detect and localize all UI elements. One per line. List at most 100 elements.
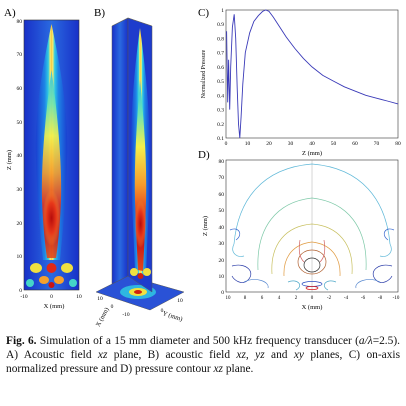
- x-tick: 4: [278, 296, 281, 301]
- x-tick: 0: [111, 304, 114, 310]
- y-tick: 0: [221, 290, 224, 296]
- y-tick: 10: [17, 254, 23, 260]
- y-tick: 50: [17, 120, 23, 126]
- caption-text: planes, C) on-axis normalized pressure a…: [6, 349, 400, 376]
- y-tick: 1: [221, 8, 224, 14]
- y-tick: 30: [219, 241, 225, 247]
- y-tick: 0.6: [217, 65, 224, 71]
- y-tick: 70: [219, 175, 225, 181]
- x-tick: 2: [295, 296, 298, 301]
- y-tick: 80: [17, 19, 23, 25]
- panel-c-x-ticks: 0 10 20 30 40 50 60 70 80: [225, 141, 401, 147]
- y-tick: 0.8: [217, 36, 224, 42]
- y-tick: 60: [219, 192, 225, 198]
- caption-italic: xy: [293, 349, 304, 362]
- y-tick: 40: [17, 153, 23, 159]
- panel-a-nearfield-lobes: [26, 263, 77, 288]
- figure-caption: Fig. 6. Simulation of a 15 mm diameter a…: [6, 334, 400, 377]
- caption-italic: a/λ: [358, 335, 373, 347]
- y-tick: 0.4: [217, 93, 224, 99]
- x-tick: -10: [20, 294, 28, 300]
- y-tick: 0: [161, 308, 164, 314]
- x-tick: 0: [225, 141, 228, 147]
- y-tick: 70: [17, 52, 23, 58]
- x-tick: 20: [266, 141, 272, 147]
- y-tick: 60: [17, 86, 23, 92]
- panel-d-xlabel: X (mm): [302, 304, 323, 311]
- x-tick: 80: [395, 141, 401, 147]
- panel-c-label: C): [198, 7, 209, 19]
- y-tick: 0: [19, 288, 22, 294]
- y-tick: 20: [17, 221, 23, 227]
- panel-a-xlabel: X (mm): [44, 303, 65, 310]
- panel-c-ylabel: Normalized Pressure: [201, 49, 207, 98]
- caption-italic: xz, yz: [236, 349, 265, 362]
- y-tick: 50: [219, 208, 225, 214]
- x-tick: -2: [327, 296, 332, 301]
- x-tick: 0: [50, 294, 53, 300]
- panel-b-plot: [95, 17, 185, 311]
- caption-italic: xz: [97, 349, 108, 362]
- y-tick: 0.9: [217, 22, 224, 28]
- panel-b-xlabel: X (mm): [95, 306, 111, 328]
- x-tick: 30: [288, 141, 294, 147]
- panel-d-plot: [225, 159, 399, 293]
- caption-text: and: [264, 349, 294, 362]
- y-tick: 20: [219, 258, 225, 264]
- caption-figure-number: Fig. 6.: [6, 335, 37, 347]
- panel-d-contours: [229, 163, 395, 291]
- panel-c-series-line: [226, 9, 399, 139]
- x-tick: 6: [261, 296, 264, 301]
- y-tick: 80: [219, 159, 225, 165]
- panel-d-ylabel: Z (mm): [202, 216, 209, 236]
- panel-a-label: A): [4, 7, 16, 19]
- x-tick: 10: [97, 296, 103, 302]
- panel-b-label: B): [94, 7, 105, 19]
- y-tick: 40: [219, 225, 225, 231]
- x-tick: 10: [226, 296, 232, 301]
- caption-text: plane, B) acoustic field: [107, 349, 237, 362]
- panel-a-plot: [23, 19, 80, 291]
- x-tick: -6: [361, 296, 366, 301]
- y-tick: 0.2: [217, 122, 224, 128]
- panel-a-focal-spot: [42, 190, 61, 246]
- y-tick: 0.3: [217, 108, 224, 114]
- y-tick: 30: [17, 187, 23, 193]
- y-tick: 10: [177, 298, 183, 304]
- y-tick: 0.5: [217, 79, 224, 85]
- x-tick: 70: [374, 141, 380, 147]
- x-tick: -4: [344, 296, 349, 301]
- x-tick: 8: [244, 296, 247, 301]
- panel-a-ylabel: Z (mm): [6, 150, 13, 170]
- x-tick: 50: [331, 141, 337, 147]
- y-tick: 10: [219, 274, 225, 280]
- panel-a-x-ticks: -10 0 10: [20, 294, 82, 300]
- caption-text: Simulation of a 15 mm diameter and 500 k…: [36, 335, 359, 347]
- panel-c-y-ticks: 0.1 0.2 0.3 0.4 0.5 0.6 0.7 0.8 0.9 1: [217, 8, 224, 142]
- caption-text: plane.: [223, 363, 254, 376]
- x-tick: -10: [122, 312, 130, 318]
- x-tick: 40: [309, 141, 315, 147]
- panel-c-axes-box: [225, 9, 399, 139]
- panel-a-y-ticks: 80 70 60 50 40 30 20 10 0: [17, 19, 23, 294]
- panel-c-chart: 0.1 0.2 0.3 0.4 0.5 0.6 0.7 0.8 0.9 1 0 10 20 30 40 50…: [201, 8, 401, 157]
- caption-italic: xz: [213, 363, 224, 376]
- x-tick: 10: [76, 294, 82, 300]
- panel-d-x-ticks: 10 8 6 4 2 0 -2 -4 -6 -8 -10: [226, 296, 400, 301]
- x-tick: 10: [245, 141, 251, 147]
- y-tick: 0.1: [217, 136, 224, 142]
- caption-text: =2.5). A) Acoustic field: [6, 335, 400, 362]
- x-tick: -8: [378, 296, 383, 301]
- figure: A) 80 70 60 50 40 30 20 10 0 -10 0 10 X …: [4, 7, 401, 328]
- panel-b-ylabel: Y (mm): [162, 310, 184, 323]
- panel-b-x-ticks: 10 0 -10: [97, 296, 130, 318]
- x-tick: -10: [393, 296, 400, 301]
- panel-b-y-ticks: 0 10: [161, 298, 183, 314]
- panel-b-yz-plane: [111, 17, 129, 285]
- panel-d-y-ticks: 80 70 60 50 40 30 20 10 0: [219, 159, 225, 296]
- x-tick: 0: [311, 296, 314, 301]
- panel-d-label: D): [198, 149, 210, 161]
- panel-c-xlabel: Z (mm): [302, 150, 322, 157]
- x-tick: 60: [352, 141, 358, 147]
- y-tick: 0.7: [217, 51, 224, 57]
